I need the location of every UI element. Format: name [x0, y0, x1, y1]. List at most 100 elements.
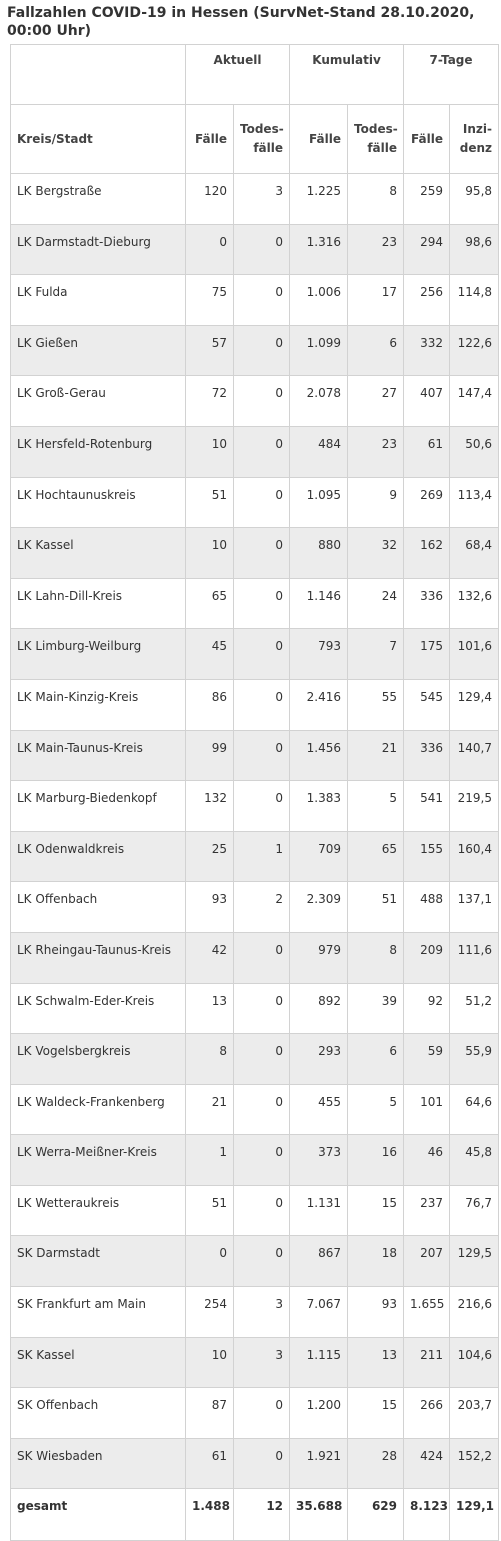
table-row: LK Hersfeld-Rotenburg 10 0 484 23 61 50,6: [10, 425, 500, 478]
cell-inzidenz: 137,1: [449, 881, 500, 933]
column-header-kreis: Kreis/Stadt: [10, 104, 186, 174]
cell-aktuell-faelle: 45: [185, 628, 234, 680]
table-row: LK Lahn-Dill-Kreis 65 0 1.146 24 336 132,6: [10, 577, 500, 630]
cell-kumulativ-faelle: 2.078: [289, 375, 349, 427]
cell-7-tage-faelle: 101: [403, 1083, 451, 1136]
cell-aktuell-faelle: 120: [185, 173, 234, 225]
cell-aktuell-todesfaelle: 0: [232, 375, 291, 427]
total-7-tage-faelle: 8.123: [403, 1488, 451, 1541]
cell-kreis: LK Main-Kinzig-Kreis: [10, 678, 186, 731]
cell-aktuell-todesfaelle: 0: [232, 577, 291, 630]
column-header-aktuell-faelle: Fälle: [185, 104, 234, 174]
cell-inzidenz: 122,6: [449, 324, 500, 377]
cell-inzidenz: 113,4: [449, 476, 500, 529]
cell-aktuell-todesfaelle: 0: [232, 1033, 291, 1085]
cell-kumulativ-faelle: 1.316: [289, 223, 349, 276]
cell-inzidenz: 104,6: [449, 1336, 500, 1389]
cell-kreis: LK Kassel: [10, 527, 186, 579]
cell-aktuell-todesfaelle: 0: [232, 324, 291, 377]
cell-inzidenz: 129,4: [449, 678, 500, 731]
cell-aktuell-todesfaelle: 0: [232, 476, 291, 529]
column-header-7-tage-faelle: Fälle: [403, 104, 451, 174]
cell-inzidenz: 219,5: [449, 780, 500, 832]
cell-kreis: SK Frankfurt am Main: [10, 1286, 186, 1338]
table-row: LK Marburg-Biedenkopf 132 0 1.383 5 541 219,5: [10, 780, 500, 832]
table-row: LK Rheingau-Taunus-Kreis 42 0 979 8 209 111,6: [10, 931, 500, 984]
cell-inzidenz: 98,6: [449, 223, 500, 276]
cell-kumulativ-faelle: 793: [289, 628, 349, 680]
table-row: SK Frankfurt am Main 254 3 7.067 93 1.655 216,…: [10, 1286, 500, 1338]
cell-aktuell-faelle: 72: [185, 375, 234, 427]
cell-kreis: LK Darmstadt-Dieburg: [10, 223, 186, 276]
cell-7-tage-faelle: 1.655: [403, 1286, 451, 1338]
cell-aktuell-todesfaelle: 0: [232, 1235, 291, 1288]
cell-kumulativ-faelle: 2.309: [289, 881, 349, 933]
cell-7-tage-faelle: 336: [403, 729, 451, 782]
cell-inzidenz: 64,6: [449, 1083, 500, 1136]
table-row: LK Main-Kinzig-Kreis 86 0 2.416 55 545 129,4: [10, 678, 500, 731]
total-inzidenz: 129,1: [449, 1488, 500, 1541]
cell-7-tage-faelle: 46: [403, 1134, 451, 1186]
cell-aktuell-faelle: 86: [185, 678, 234, 731]
page-title: Fallzahlen COVID-19 in Hessen (SurvNet-S…: [7, 5, 475, 39]
cell-kumulativ-faelle: 484: [289, 425, 349, 478]
cell-aktuell-faelle: 61: [185, 1437, 234, 1490]
cell-inzidenz: 129,5: [449, 1235, 500, 1288]
cell-aktuell-faelle: 10: [185, 425, 234, 478]
cell-aktuell-faelle: 10: [185, 527, 234, 579]
table-row: LK Bergstraße 120 3 1.225 8 259 95,8: [10, 173, 500, 225]
cell-kreis: LK Hersfeld-Rotenburg: [10, 425, 186, 478]
cell-kumulativ-todesfaelle: 15: [347, 1387, 405, 1439]
cell-7-tage-faelle: 269: [403, 476, 451, 529]
cell-7-tage-faelle: 259: [403, 173, 451, 225]
cell-7-tage-faelle: 541: [403, 780, 451, 832]
cell-aktuell-faelle: 254: [185, 1286, 234, 1338]
cell-aktuell-faelle: 1: [185, 1134, 234, 1186]
table-row: SK Wiesbaden 61 0 1.921 28 424 152,2: [10, 1437, 500, 1490]
cell-kreis: LK Main-Taunus-Kreis: [10, 729, 186, 782]
cell-kumulativ-faelle: 373: [289, 1134, 349, 1186]
table-body: LK Bergstraße 120 3 1.225 8 259 95,8 LK Darmsta…: [10, 173, 500, 1490]
cell-kreis: LK Rheingau-Taunus-Kreis: [10, 931, 186, 984]
cell-kumulativ-faelle: 1.225: [289, 173, 349, 225]
cell-aktuell-faelle: 132: [185, 780, 234, 832]
todes-line-1: Todes-: [240, 122, 284, 136]
group-header-empty: [10, 44, 186, 105]
cell-kumulativ-todesfaelle: 39: [347, 982, 405, 1035]
cell-kumulativ-faelle: 2.416: [289, 678, 349, 731]
cell-aktuell-faelle: 51: [185, 1184, 234, 1237]
table-row: LK Werra-Meißner-Kreis 1 0 373 16 46 45,8: [10, 1134, 500, 1186]
cell-kumulativ-faelle: 867: [289, 1235, 349, 1288]
cell-7-tage-faelle: 424: [403, 1437, 451, 1490]
cell-aktuell-faelle: 57: [185, 324, 234, 377]
table-row: LK Odenwaldkreis 25 1 709 65 155 160,4: [10, 830, 500, 883]
cell-7-tage-faelle: 61: [403, 425, 451, 478]
cell-7-tage-faelle: 175: [403, 628, 451, 680]
cell-aktuell-faelle: 21: [185, 1083, 234, 1136]
inzidenz-line-1: Inzi-: [462, 122, 493, 136]
cell-kumulativ-todesfaelle: 28: [347, 1437, 405, 1490]
column-header-inzidenz: Inzi-denz: [449, 104, 500, 174]
cell-kreis: LK Marburg-Biedenkopf: [10, 780, 186, 832]
table-row: SK Kassel 10 3 1.115 13 211 104,6: [10, 1336, 500, 1389]
cell-aktuell-faelle: 0: [185, 223, 234, 276]
table-row: LK Gießen 57 0 1.099 6 332 122,6: [10, 324, 500, 377]
cell-kumulativ-todesfaelle: 23: [347, 223, 405, 276]
group-header-row: Aktuell Kumulativ 7-Tage: [10, 44, 500, 105]
column-header-kumulativ-todesfaelle: Todes-fälle: [347, 104, 405, 174]
cell-kumulativ-faelle: 1.383: [289, 780, 349, 832]
cell-aktuell-todesfaelle: 0: [232, 1184, 291, 1237]
cell-kumulativ-faelle: 979: [289, 931, 349, 984]
table-row: LK Groß-Gerau 72 0 2.078 27 407 147,4: [10, 375, 500, 427]
cell-aktuell-faelle: 87: [185, 1387, 234, 1439]
table-row: LK Darmstadt-Dieburg 0 0 1.316 23 294 98,6: [10, 223, 500, 276]
cell-kreis: LK Odenwaldkreis: [10, 830, 186, 883]
cell-kumulativ-todesfaelle: 5: [347, 1083, 405, 1136]
cell-aktuell-todesfaelle: 3: [232, 1286, 291, 1338]
cell-7-tage-faelle: 294: [403, 223, 451, 276]
cell-kumulativ-faelle: 1.921: [289, 1437, 349, 1490]
cell-kumulativ-faelle: 1.006: [289, 274, 349, 326]
table-row: LK Vogelsbergkreis 8 0 293 6 59 55,9: [10, 1033, 500, 1085]
cell-inzidenz: 147,4: [449, 375, 500, 427]
cell-7-tage-faelle: 256: [403, 274, 451, 326]
